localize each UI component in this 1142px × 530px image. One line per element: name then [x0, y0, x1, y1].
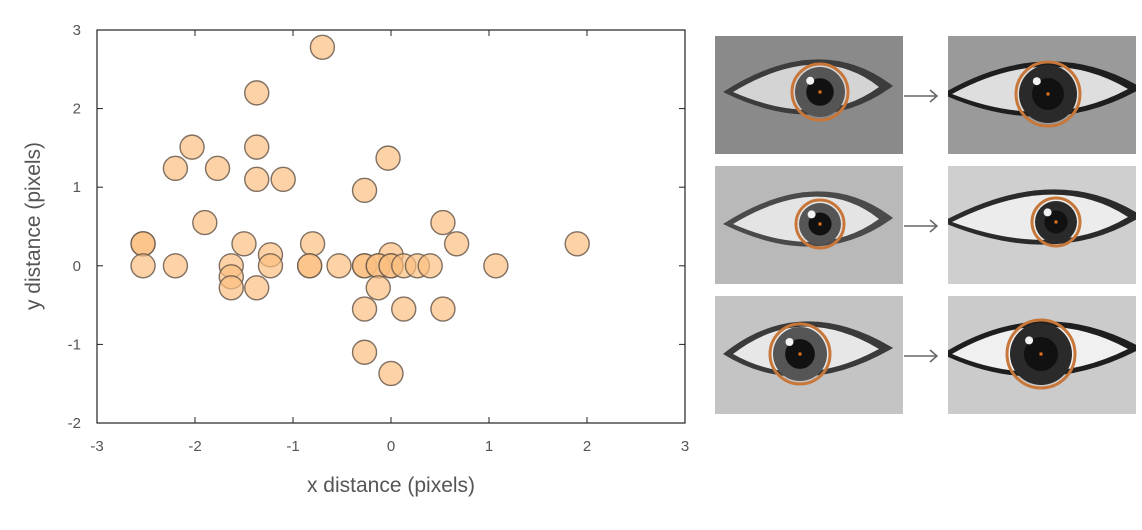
eye-picture [948, 166, 1136, 284]
scatter-point [257, 253, 284, 279]
x-axis-label: x distance (pixels) [307, 474, 475, 497]
eye-picture [948, 36, 1136, 154]
scatter-point [270, 166, 296, 193]
arrow-right-icon [903, 216, 943, 236]
scatter-point [244, 80, 270, 106]
x-tick-label: 3 [681, 438, 689, 455]
scatter-point [130, 253, 156, 279]
arrow-right-icon [903, 86, 943, 106]
scatter-point [375, 145, 401, 171]
eye-picture [715, 296, 903, 414]
scatter-point [244, 134, 270, 160]
eye-image-zoomed [948, 36, 1136, 154]
arrow-right-icon [903, 346, 943, 366]
y-axis-ticks: -2 -1 0 1 2 3 [68, 22, 685, 432]
scatter-point [365, 275, 391, 301]
eye-image [715, 166, 903, 284]
x-tick-label: 1 [485, 438, 493, 455]
y-tick-label: 3 [73, 22, 81, 39]
scatter-point [299, 231, 326, 257]
y-tick-label: -2 [68, 415, 81, 432]
x-tick-label: -2 [188, 438, 201, 455]
eye-picture [715, 166, 903, 284]
x-tick-label: -3 [90, 438, 103, 455]
pupil-center-marker [1046, 92, 1050, 96]
scatter-point [378, 360, 404, 387]
scatter-point [130, 231, 156, 257]
scatter-point [218, 275, 244, 301]
y-tick-label: 0 [73, 258, 81, 275]
scatter-point [430, 209, 456, 236]
scatter-point [244, 166, 270, 193]
scatter-point [391, 296, 417, 322]
scatter-point [296, 253, 323, 279]
x-axis-ticks: -3 -2 -1 0 1 2 3 [90, 30, 689, 455]
plot-frame [96, 29, 686, 424]
scatter-point [326, 253, 352, 279]
eye-image [715, 36, 903, 154]
scatter-point [162, 253, 189, 279]
scatter-point [430, 296, 456, 322]
scatter-points [130, 34, 590, 387]
scatter-point [309, 34, 336, 60]
iris-ring [790, 62, 850, 122]
iris-ring [768, 322, 832, 386]
iris-ring [1030, 196, 1082, 248]
scatter-point [204, 155, 231, 182]
scatter-point [231, 231, 257, 257]
y-tick-label: 2 [73, 101, 81, 118]
scatter-point [179, 134, 205, 160]
pupil-center-marker [818, 222, 822, 226]
scatter-point [244, 275, 270, 301]
pupil-center-marker [818, 90, 822, 94]
scatter-point [564, 231, 590, 257]
y-tick-label: 1 [73, 179, 81, 196]
eye-image-zoomed [948, 166, 1136, 284]
scatter-point [483, 253, 509, 279]
scatter-point [417, 253, 443, 279]
eye-image-zoomed [948, 296, 1136, 414]
scatter-point [162, 155, 189, 182]
eye-picture [715, 36, 903, 154]
scatter-point [351, 296, 378, 322]
scatter-point [351, 177, 378, 204]
eye-picture [948, 296, 1136, 414]
pupil-center-marker [798, 352, 802, 356]
eye-image [715, 296, 903, 414]
iris-ring [1014, 60, 1082, 128]
x-tick-label: -1 [286, 438, 299, 455]
iris-ring [794, 198, 846, 250]
scatter-point [443, 231, 470, 257]
iris-ring [1005, 318, 1077, 390]
scatter-point [192, 209, 218, 236]
pupil-center-marker [1039, 352, 1043, 356]
y-tick-label: -1 [68, 336, 81, 353]
x-tick-label: 2 [583, 438, 591, 455]
scatter-point [351, 339, 378, 365]
y-axis-label: y distance (pixels) [22, 142, 45, 310]
x-tick-label: 0 [387, 438, 395, 455]
pupil-center-marker [1054, 220, 1058, 224]
